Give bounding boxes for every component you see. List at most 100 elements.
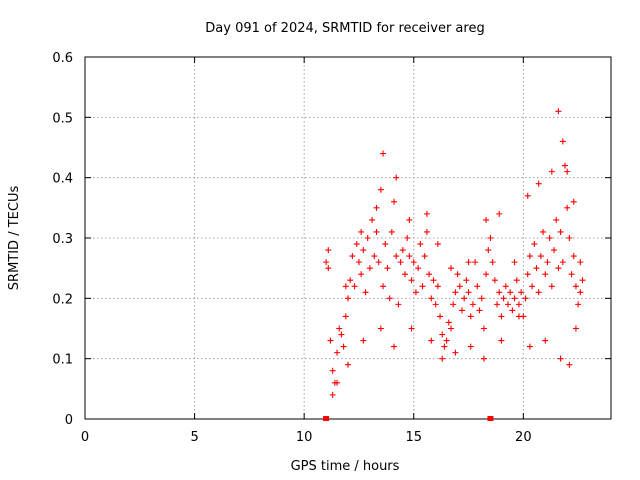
data-point [347,277,354,284]
data-point [338,331,345,338]
data-point [448,265,455,272]
data-point [487,235,494,241]
data-point [437,313,444,320]
y-tick-label: 0.3 [52,232,73,247]
data-point [380,150,387,157]
data-point [480,355,487,362]
data-point [434,241,441,248]
data-point [371,253,378,260]
y-tick-label: 0.5 [52,111,73,126]
data-point [548,283,555,290]
x-tick-label: 10 [296,430,313,445]
x-tick-label: 0 [81,430,89,445]
data-point [570,253,577,260]
data-point [494,301,501,308]
data-point [406,253,413,260]
data-point [434,283,441,290]
data-point [485,247,492,254]
data-point [419,283,426,290]
data-point [325,265,332,272]
y-tick-label: 0 [65,413,73,428]
data-point [465,289,472,296]
data-point [345,361,351,368]
data-point [355,259,362,266]
data-point [452,349,459,356]
data-point [472,259,479,266]
data-point [351,283,358,290]
data-point [441,343,448,350]
data-point [408,277,415,284]
data-point [384,265,391,272]
data-point [555,265,562,272]
data-point [535,180,542,187]
data-point [450,301,457,308]
data-point [498,313,505,320]
data-point [542,337,549,344]
data-point [397,259,404,266]
data-point [557,228,564,235]
grid [85,57,611,419]
data-point [461,295,468,302]
data-point [575,301,582,308]
data-point [423,228,430,235]
y-tick-label: 0.4 [52,172,73,187]
data-point [454,271,461,278]
data-point [421,253,428,260]
data-point [511,259,518,266]
data-point [401,271,408,278]
data-point [382,241,389,248]
data-point [566,361,573,368]
axis-tick-labels: 0 5 10 15 20 0 0.1 0.2 0.3 0.4 0.5 0.6 [52,51,531,445]
x-tick-label: 15 [405,430,422,445]
data-point [353,241,360,248]
data-point [375,259,382,266]
data-point [456,283,463,290]
y-tick-label: 0.2 [52,292,73,307]
data-point [577,289,584,296]
data-point [452,289,459,296]
data-point [415,265,422,272]
data-point [553,216,560,223]
data-point [329,391,336,398]
data-point [445,319,452,326]
x-tick-label: 5 [190,430,198,445]
data-point [480,325,487,332]
data-point [334,349,341,356]
data-point [515,313,522,320]
data-point [380,283,387,290]
data-point [469,301,476,308]
data-point [349,253,356,260]
data-point [489,259,496,266]
data-point [500,295,507,302]
data-point [502,283,509,290]
data-point [439,331,446,338]
data-point [570,198,577,205]
data-point [529,283,536,290]
data-point [334,379,341,386]
data-point [323,259,330,266]
data-point [358,271,365,278]
data-point [568,271,575,278]
data-point [391,198,398,205]
data-point [364,235,371,241]
data-point [561,162,568,169]
data-point [342,313,349,320]
data-point [340,343,347,350]
data-point [535,289,542,296]
data-point [393,253,400,260]
data-point [362,289,369,296]
y-tick-label: 0.6 [52,51,73,66]
data-point [336,325,343,332]
data-point [329,367,336,374]
data-point [443,337,450,344]
data-point [511,295,518,302]
data-point [342,283,349,290]
data-point [360,247,367,254]
data-point [412,289,419,296]
data-point [555,108,562,115]
data-point [533,265,540,272]
data-point [507,289,514,296]
data-point [430,277,437,284]
data-gap-markers [323,416,494,421]
